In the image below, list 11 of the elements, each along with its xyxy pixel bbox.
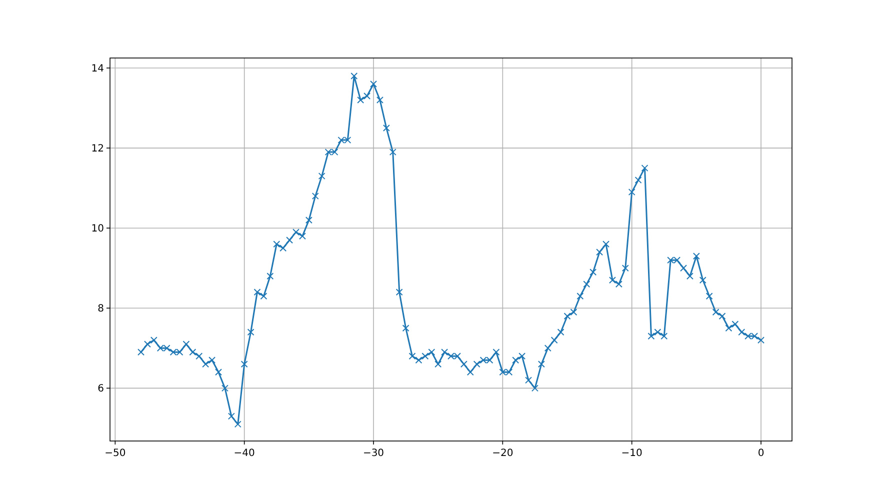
- x-tick-label: 0: [758, 448, 764, 459]
- y-tick-label: 8: [98, 304, 104, 315]
- x-tick-label: −50: [104, 448, 126, 459]
- y-tick-label: 10: [91, 224, 104, 235]
- y-tick-label: 12: [91, 144, 104, 155]
- x-tick-label: −40: [234, 448, 255, 459]
- x-tick-label: −20: [492, 448, 514, 459]
- y-tick-label: 6: [98, 384, 104, 395]
- x-tick-label: −30: [362, 448, 384, 459]
- y-tick-label: 14: [91, 64, 104, 75]
- x-tick-label: −10: [621, 448, 642, 459]
